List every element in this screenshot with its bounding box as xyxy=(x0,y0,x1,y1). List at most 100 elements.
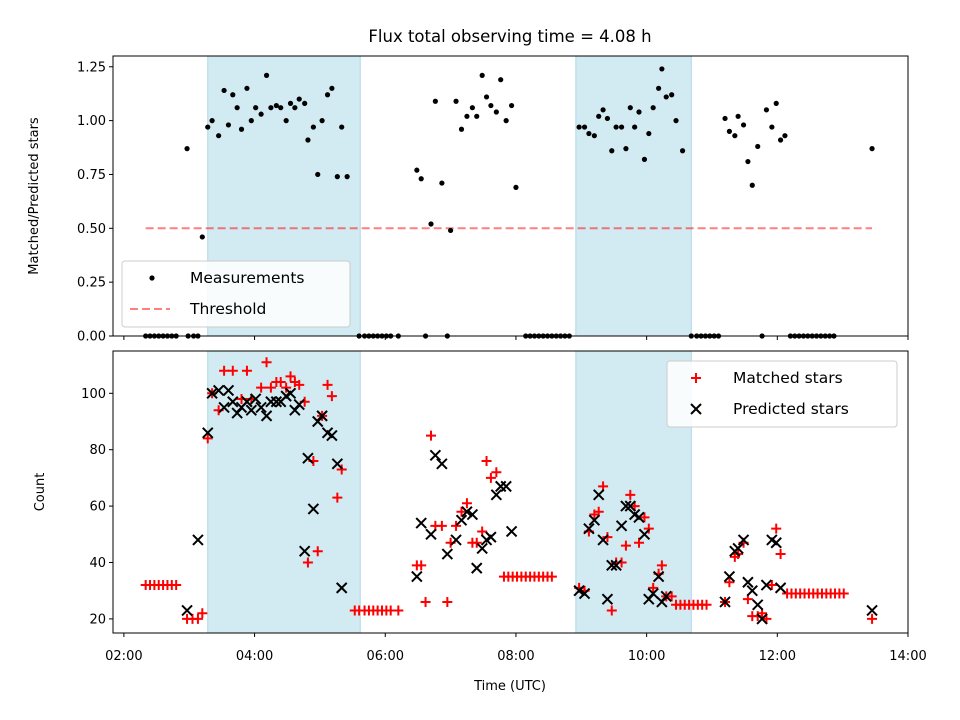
data-point xyxy=(513,184,519,190)
data-point xyxy=(673,118,679,124)
data-point xyxy=(436,458,448,470)
legend-label: Threshold xyxy=(189,300,266,318)
data-point xyxy=(636,109,642,115)
data-point xyxy=(606,559,618,572)
legend-box xyxy=(121,260,351,328)
data-point xyxy=(326,429,338,442)
data-point xyxy=(219,365,230,376)
data-point xyxy=(493,109,499,115)
data-point xyxy=(483,94,490,100)
data-point xyxy=(448,227,454,234)
data-point xyxy=(732,133,738,139)
data-point xyxy=(278,105,284,111)
data-point xyxy=(216,133,222,139)
data-point xyxy=(735,113,741,119)
data-point xyxy=(202,427,214,439)
data-point xyxy=(606,605,617,616)
x-tick-label: 14:00 xyxy=(889,649,926,664)
data-point xyxy=(581,124,588,130)
data-point xyxy=(690,403,702,415)
data-point xyxy=(719,596,731,608)
data-point xyxy=(253,105,259,111)
axes-frame xyxy=(112,350,909,634)
data-point xyxy=(600,107,606,113)
data-point xyxy=(596,113,602,119)
data-point xyxy=(458,126,465,132)
data-point xyxy=(249,393,262,405)
data-point xyxy=(633,511,645,524)
data-point xyxy=(310,124,316,130)
data-point xyxy=(663,94,669,100)
data-point xyxy=(241,396,253,408)
axes-frame xyxy=(112,55,909,337)
y-tick-label: 20 xyxy=(89,612,106,627)
data-point xyxy=(638,528,651,541)
data-point xyxy=(461,506,473,518)
data-point xyxy=(740,122,747,128)
data-point xyxy=(245,404,258,416)
data-point xyxy=(659,66,665,72)
y-tick-label: 100 xyxy=(81,387,106,402)
data-point xyxy=(339,124,345,130)
bottom-y-axis-label: Count xyxy=(33,473,48,512)
data-point xyxy=(285,371,296,382)
data-point xyxy=(763,107,770,113)
data-point xyxy=(418,176,424,182)
data-point xyxy=(441,548,454,560)
data-point xyxy=(234,105,240,111)
top-y-axis-label: Matched/Predicted stars xyxy=(27,117,42,275)
x-tick-label: 06:00 xyxy=(367,649,404,664)
data-point xyxy=(479,72,485,78)
y-tick-label: 1.25 xyxy=(77,60,106,75)
y-tick-label: 0.25 xyxy=(77,276,106,291)
data-point xyxy=(451,520,462,531)
data-point xyxy=(426,430,436,441)
data-point xyxy=(199,234,205,240)
data-point xyxy=(416,560,427,571)
data-point xyxy=(209,118,215,124)
data-point xyxy=(474,113,480,119)
data-point xyxy=(782,133,788,139)
data-point xyxy=(639,512,650,523)
data-point xyxy=(760,579,773,591)
data-point xyxy=(505,525,518,538)
y-tick-label: 1.00 xyxy=(77,114,106,129)
data-point xyxy=(488,102,494,109)
data-point xyxy=(436,520,447,531)
data-point xyxy=(260,410,273,422)
x-axis-label: Time (UTC) xyxy=(473,679,546,694)
data-point xyxy=(429,449,442,462)
data-point xyxy=(481,455,492,466)
data-point xyxy=(724,577,735,588)
data-point xyxy=(192,534,204,546)
data-point xyxy=(302,557,313,568)
y-tick-label: 60 xyxy=(89,500,106,515)
data-point xyxy=(464,113,470,119)
data-point xyxy=(227,396,239,408)
data-point xyxy=(197,608,208,619)
data-point xyxy=(181,604,193,617)
data-point xyxy=(641,156,648,162)
data-point xyxy=(613,124,619,130)
data-point xyxy=(610,559,622,572)
top-panel: 0.00 0.25 0.50 0.75 1.00 1.25 Measurements Thre… xyxy=(77,55,909,345)
data-point xyxy=(322,379,333,390)
data-point xyxy=(225,122,232,128)
data-point xyxy=(755,143,761,150)
x-tick-label: 08:00 xyxy=(497,649,534,664)
x-tick-label: 04:00 xyxy=(236,649,273,664)
data-point xyxy=(227,365,238,376)
data-point xyxy=(425,528,437,541)
data-point xyxy=(723,570,736,583)
data-point xyxy=(442,596,453,607)
data-point xyxy=(773,100,779,106)
data-point xyxy=(466,508,479,521)
data-point xyxy=(241,365,252,376)
data-point xyxy=(270,396,283,408)
data-point xyxy=(503,118,509,124)
data-point xyxy=(455,514,468,526)
y-tick-label: 0.75 xyxy=(77,168,106,183)
data-point xyxy=(485,472,496,483)
data-point xyxy=(415,517,427,529)
